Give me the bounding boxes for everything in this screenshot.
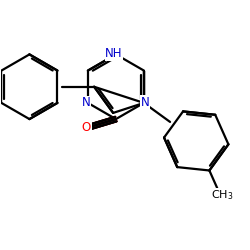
Text: CH$_3$: CH$_3$ [211, 189, 234, 202]
Text: O: O [82, 122, 91, 134]
Text: N: N [141, 96, 150, 109]
Text: NH: NH [105, 47, 123, 60]
Text: N: N [82, 96, 90, 110]
